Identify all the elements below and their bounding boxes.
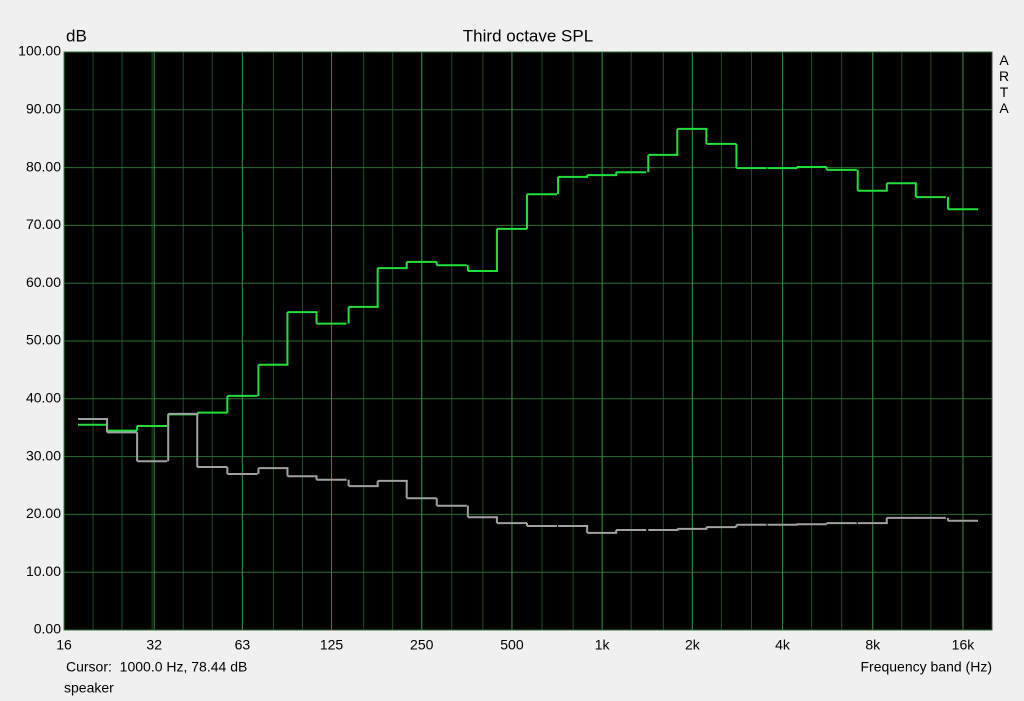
x-tick-label: 1k xyxy=(595,637,611,653)
x-tick-label: 125 xyxy=(320,637,344,653)
x-tick-label: 2k xyxy=(685,637,701,653)
x-axis-label: Frequency band (Hz) xyxy=(860,659,992,675)
y-tick-label: 20.00 xyxy=(26,505,61,521)
y-tick-label: 80.00 xyxy=(26,158,61,174)
y-tick-label: 0.00 xyxy=(34,621,61,637)
watermark: ARTA xyxy=(996,52,1012,116)
x-tick-label: 32 xyxy=(146,637,162,653)
x-tick-label: 63 xyxy=(235,637,251,653)
x-tick-label: 4k xyxy=(775,637,791,653)
y-tick-label: 100.00 xyxy=(18,43,61,59)
x-tick-label: 16 xyxy=(56,637,72,653)
x-tick-label: 250 xyxy=(410,637,434,653)
y-tick-label: 90.00 xyxy=(26,101,61,117)
y-tick-label: 70.00 xyxy=(26,216,61,232)
y-tick-label: 60.00 xyxy=(26,274,61,290)
y-tick-label: 40.00 xyxy=(26,390,61,406)
legend-entry: speaker xyxy=(64,680,114,696)
cursor-readout: Cursor: 1000.0 Hz, 78.44 dB xyxy=(66,659,247,675)
y-tick-label: 10.00 xyxy=(26,563,61,579)
y-tick-label: 30.00 xyxy=(26,447,61,463)
x-tick-label: 8k xyxy=(865,637,881,653)
x-tick-label: 16k xyxy=(952,637,976,653)
x-tick-label: 500 xyxy=(500,637,524,653)
y-tick-label: 50.00 xyxy=(26,332,61,348)
y-axis-label: dB xyxy=(66,26,87,45)
chart-title: Third octave SPL xyxy=(463,26,593,45)
